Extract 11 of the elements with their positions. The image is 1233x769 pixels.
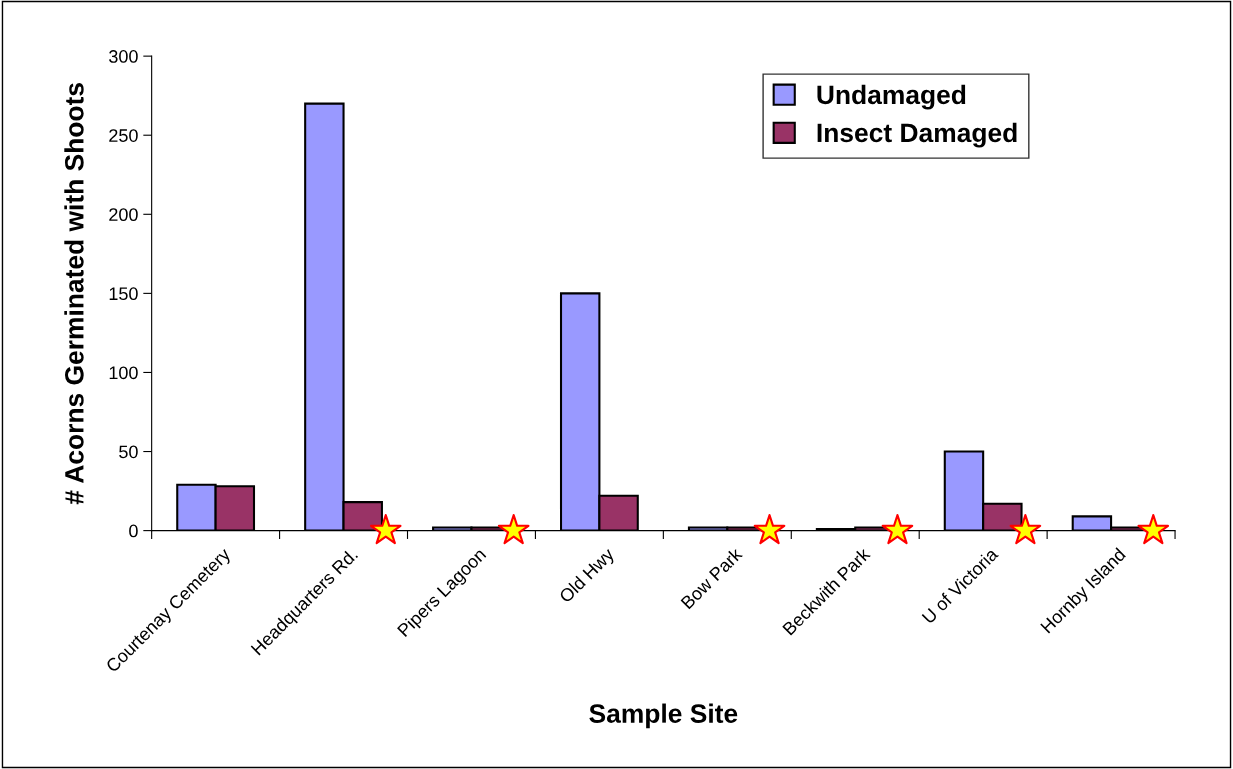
y-tick-label: 250 bbox=[109, 129, 138, 142]
y-tick-label: 150 bbox=[109, 287, 138, 301]
legend-label: Undamaged bbox=[817, 84, 966, 110]
y-tick-label: 50 bbox=[119, 445, 138, 459]
y-tick-label: 200 bbox=[109, 208, 138, 222]
y-tick-label: 0 bbox=[129, 524, 138, 538]
y-tick-label: 100 bbox=[109, 366, 138, 380]
y-axis-title: # Acorns Germinated with Shoots bbox=[64, 83, 84, 505]
x-axis-title: Sample Site bbox=[589, 703, 738, 729]
legend-label: Insect Damaged bbox=[817, 122, 1017, 148]
y-tick-label: 300 bbox=[109, 50, 138, 63]
